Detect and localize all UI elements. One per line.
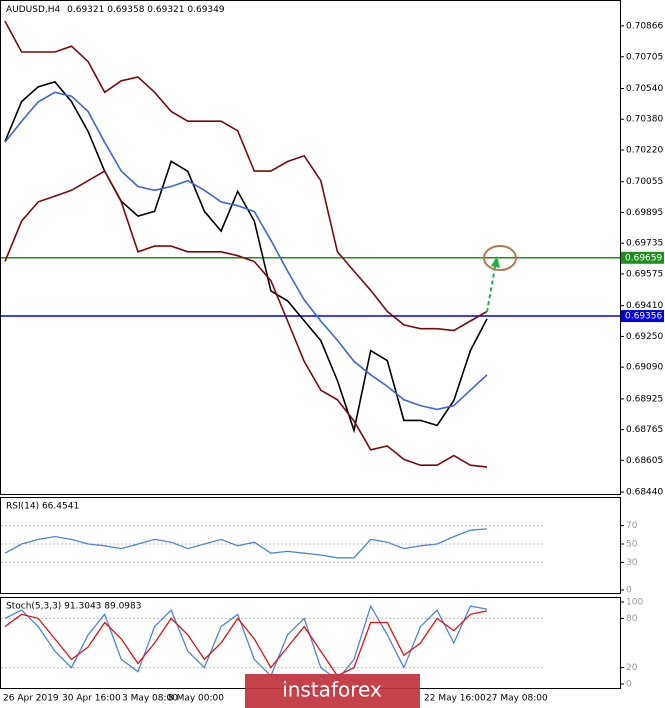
y-tick-label: 100 xyxy=(626,598,643,608)
series-line xyxy=(4,610,488,677)
series-line xyxy=(4,528,488,559)
series-line xyxy=(4,80,488,434)
level-label: 0.69659 xyxy=(625,253,662,263)
series-line xyxy=(4,169,488,468)
y-tick-label: 0.69575 xyxy=(626,269,663,279)
y-tick-label: 80 xyxy=(626,614,638,624)
symbol: AUDUSD,H4 xyxy=(6,5,61,15)
level-tag xyxy=(621,310,664,323)
arrow-head xyxy=(491,256,500,268)
y-tick-label: 0.69735 xyxy=(626,239,663,249)
header: AUDUSD,H4 0.69321 0.69358 0.69321 0.6934… xyxy=(6,5,225,15)
series-line xyxy=(4,604,488,681)
y-tick-label: 50 xyxy=(626,540,638,550)
y-tick-label: 0.68605 xyxy=(626,456,663,466)
rsi-panel xyxy=(0,497,621,594)
series-line xyxy=(4,20,488,332)
target-circle xyxy=(483,245,517,271)
y-tick-label: 0.69250 xyxy=(626,332,663,342)
time-label: 27 May 08:00 xyxy=(486,694,548,704)
rsi-title: RSI(14) 66.4541 xyxy=(6,502,79,512)
y-tick-label: 0 xyxy=(626,680,632,690)
y-tick-label: 30 xyxy=(626,558,638,568)
y-tick-label: 0.68440 xyxy=(626,488,663,498)
time-label: 30 Apr 16:00 xyxy=(62,694,121,704)
main-panel xyxy=(0,0,621,495)
y-tick-label: 20 xyxy=(626,663,638,673)
watermark-banner xyxy=(245,674,420,708)
level-label: 0.69356 xyxy=(625,312,662,322)
y-tick-label: 0.70540 xyxy=(626,84,663,94)
y-tick-label: 0.70705 xyxy=(626,52,663,62)
y-tick-label: 0.70866 xyxy=(626,21,663,31)
time-label: 26 Apr 2019 xyxy=(3,694,59,704)
y-tick-label: 0.68925 xyxy=(626,394,663,404)
time-label: 22 May 16:00 xyxy=(424,694,486,704)
stoch-panel xyxy=(0,597,621,689)
y-tick-label: 0 xyxy=(626,586,632,596)
series-line xyxy=(4,91,488,411)
y-tick-label: 0.70380 xyxy=(626,115,663,125)
y-tick-label: 0.70055 xyxy=(626,177,663,187)
time-label: 3 May 08:00 xyxy=(122,694,178,704)
ohlc: 0.69321 0.69358 0.69321 0.69349 xyxy=(67,5,225,15)
level-tag xyxy=(621,251,664,264)
watermark: instaforex xyxy=(282,678,382,702)
time-label: 8 May 00:00 xyxy=(168,694,224,704)
y-tick-label: 0.69410 xyxy=(626,301,663,311)
y-tick-label: 0.68765 xyxy=(626,425,663,435)
y-tick-label: 70 xyxy=(626,521,638,531)
y-tick-label: 0.69090 xyxy=(626,363,663,373)
y-tick-label: 0.69895 xyxy=(626,208,663,218)
stoch-title: Stoch(5,3,3) 91.3043 89.0983 xyxy=(6,602,141,612)
y-tick-label: 0.70220 xyxy=(626,145,663,155)
